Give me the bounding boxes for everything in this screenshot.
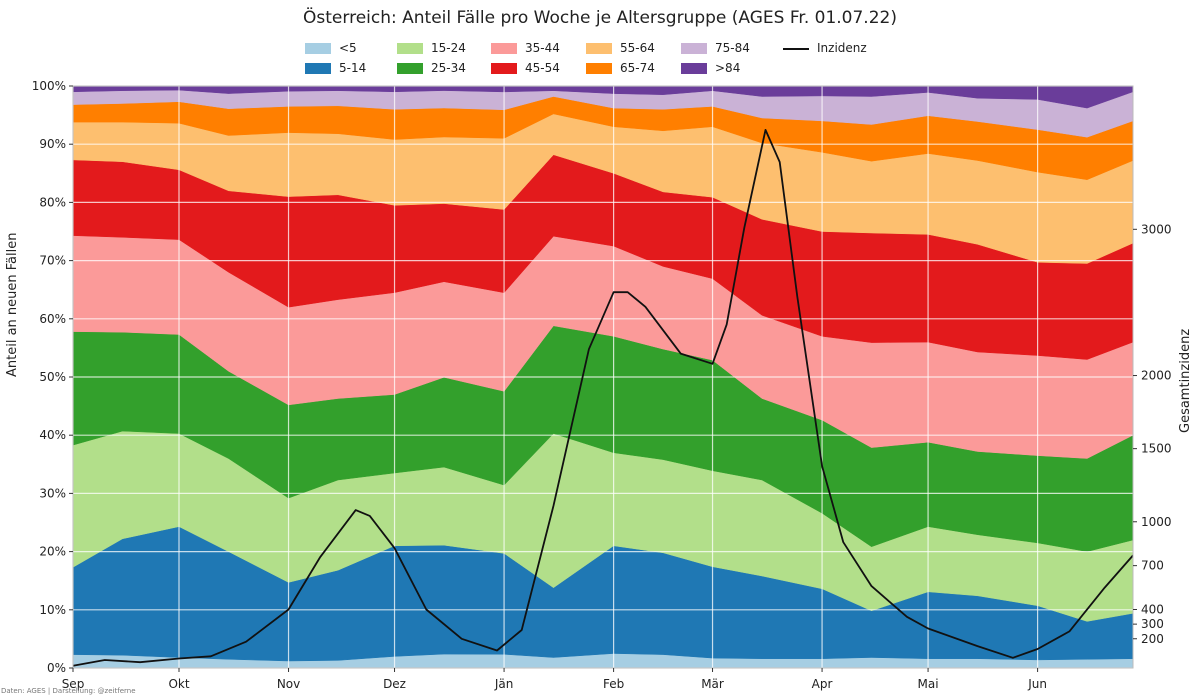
- y-tick-label: 70%: [39, 254, 66, 268]
- y-tick-label: 20%: [39, 545, 66, 559]
- y2-tick-label: 700: [1141, 559, 1164, 573]
- incidence-line: [72, 128, 1134, 667]
- legend-swatch: [681, 63, 707, 74]
- x-tick-label: Nov: [277, 677, 300, 691]
- legend: <5 5-14 15-24 25-34 35-44 45-54 55-64 65…: [305, 39, 885, 81]
- y-axis-label: Anteil an neuen Fällen: [5, 232, 20, 377]
- axes: 0% 10% 20% 30% 40% 50% 60% 70% 80% 90% 100% Sep Okt N…: [32, 79, 1172, 691]
- legend-label: 55-64: [620, 41, 655, 55]
- x-tick-label: Mär: [701, 677, 724, 691]
- legend-swatch: [305, 43, 331, 54]
- y-tick-label: 90%: [39, 137, 66, 151]
- y-tick-label: 100%: [32, 79, 66, 93]
- y2-tick-label: 2000: [1141, 369, 1172, 383]
- x-tick-label: Apr: [812, 677, 833, 691]
- incidence-layer: [72, 128, 1134, 667]
- chart-title: Österreich: Anteil Fälle pro Woche je Al…: [303, 8, 897, 28]
- y-tick-label: 0%: [47, 661, 66, 675]
- y-tick-label: 30%: [39, 486, 66, 500]
- x-tick-label: Sep: [62, 677, 85, 691]
- legend-swatch: [586, 43, 612, 54]
- stacked-areas: [72, 85, 1134, 669]
- legend-label: <5: [339, 41, 357, 55]
- legend-label: 15-24: [431, 41, 466, 55]
- legend-swatch: [681, 43, 707, 54]
- x-tick-label: Jän: [494, 677, 514, 691]
- legend-label: 35-44: [525, 41, 560, 55]
- legend-item: 25-34: [397, 61, 466, 75]
- legend-swatch: [586, 63, 612, 74]
- x-tick-label: Feb: [603, 677, 624, 691]
- legend-label: 25-34: [431, 61, 466, 75]
- y-tick-label: 80%: [39, 195, 66, 209]
- legend-label: >84: [715, 61, 741, 75]
- y2-axis-label: Gesamtinzidenz: [1178, 328, 1193, 433]
- y2-tick-label: 3000: [1141, 222, 1172, 236]
- legend-swatch: [397, 63, 423, 74]
- y-tick-label: 40%: [39, 428, 66, 442]
- legend-swatch: [305, 63, 331, 74]
- legend-item: 55-64: [586, 41, 655, 55]
- legend-item: <5: [305, 41, 357, 55]
- y-tick-label: 60%: [39, 312, 66, 326]
- legend-label: 5-14: [339, 61, 367, 75]
- legend-swatch: [491, 63, 517, 74]
- y2-tick-label: 300: [1141, 617, 1164, 631]
- x-tick-label: Okt: [168, 677, 189, 691]
- y-tick-label: 10%: [39, 603, 66, 617]
- y2-tick-label: 1500: [1141, 442, 1172, 456]
- y2-tick-label: 1000: [1141, 515, 1172, 529]
- legend-label: 75-84: [715, 41, 750, 55]
- x-tick-label: Mai: [918, 677, 939, 691]
- legend-swatch: [491, 43, 517, 54]
- legend-label: 45-54: [525, 61, 560, 75]
- source-note: Daten: AGES | Darstellung: @zeitferne: [1, 687, 136, 695]
- legend-item: Inzidenz: [783, 41, 867, 55]
- x-tick-label: Dez: [383, 677, 406, 691]
- y2-tick-label: 200: [1141, 632, 1164, 646]
- legend-swatch: [397, 43, 423, 54]
- x-tick-label: Jun: [1027, 677, 1047, 691]
- legend-item: >84: [681, 61, 740, 75]
- legend-line-swatch: [783, 47, 809, 50]
- legend-item: 5-14: [305, 61, 366, 75]
- legend-item: 75-84: [681, 41, 750, 55]
- legend-item: 15-24: [397, 41, 466, 55]
- legend-item: 35-44: [491, 41, 560, 55]
- legend-item: 65-74: [586, 61, 655, 75]
- legend-label: 65-74: [620, 61, 655, 75]
- y2-tick-label: 400: [1141, 603, 1164, 617]
- y-tick-label: 50%: [39, 370, 66, 384]
- legend-item: 45-54: [491, 61, 560, 75]
- legend-label: Inzidenz: [817, 41, 867, 55]
